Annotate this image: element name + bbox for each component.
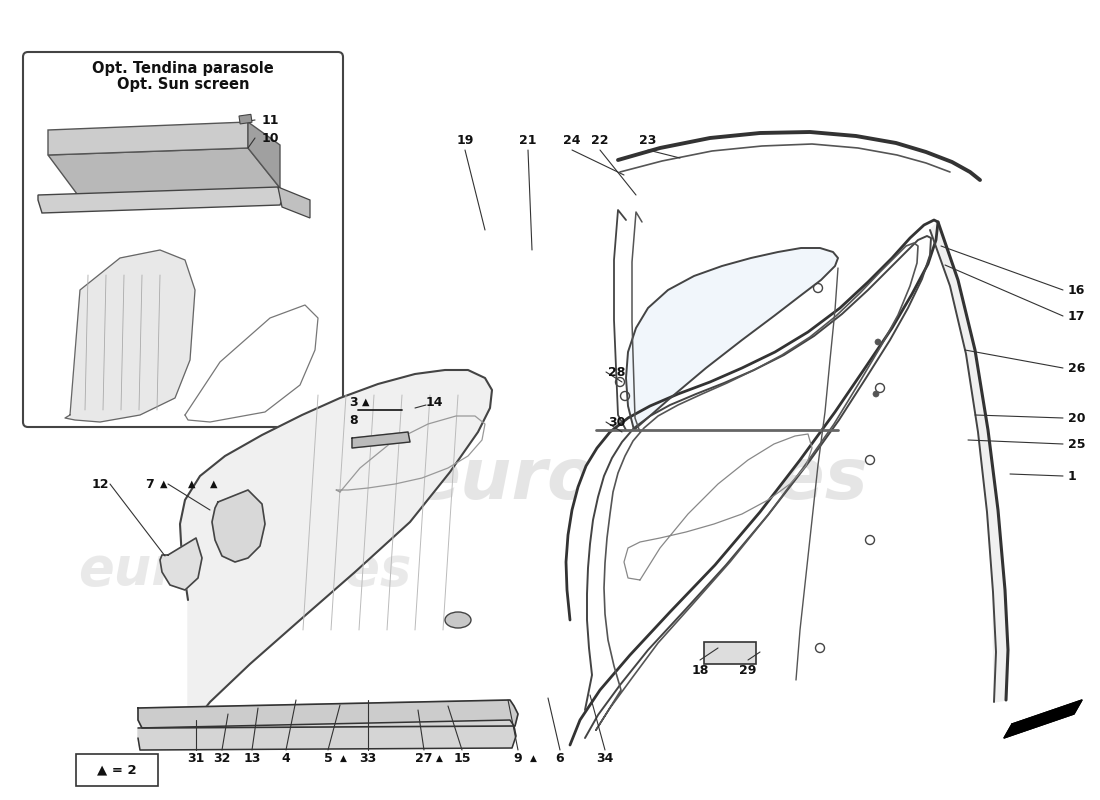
Polygon shape bbox=[352, 432, 410, 448]
Text: ▲: ▲ bbox=[340, 754, 346, 762]
Text: 20: 20 bbox=[1068, 411, 1086, 425]
Text: 16: 16 bbox=[1068, 283, 1086, 297]
Text: 24: 24 bbox=[563, 134, 581, 146]
Text: ▲: ▲ bbox=[530, 754, 537, 762]
FancyBboxPatch shape bbox=[23, 52, 343, 427]
Polygon shape bbox=[930, 222, 1008, 702]
Text: 12: 12 bbox=[91, 478, 109, 490]
Text: Opt. Sun screen: Opt. Sun screen bbox=[117, 77, 250, 91]
Text: ▲: ▲ bbox=[188, 479, 196, 489]
Text: Opt. Tendina parasole: Opt. Tendina parasole bbox=[92, 61, 274, 75]
Polygon shape bbox=[65, 250, 195, 422]
Polygon shape bbox=[626, 248, 838, 430]
Text: 25: 25 bbox=[1068, 438, 1086, 450]
Polygon shape bbox=[48, 148, 280, 198]
Text: 30: 30 bbox=[608, 415, 626, 429]
Polygon shape bbox=[1004, 700, 1082, 738]
Text: 1: 1 bbox=[1068, 470, 1077, 482]
Text: 7: 7 bbox=[145, 478, 154, 490]
Text: ▲: ▲ bbox=[436, 754, 443, 762]
Text: 33: 33 bbox=[360, 751, 376, 765]
Text: 4: 4 bbox=[282, 751, 290, 765]
Polygon shape bbox=[138, 700, 518, 728]
Text: 15: 15 bbox=[453, 751, 471, 765]
Text: 31: 31 bbox=[187, 751, 205, 765]
Text: 11: 11 bbox=[262, 114, 278, 126]
Text: ▲: ▲ bbox=[210, 479, 218, 489]
Text: 8: 8 bbox=[350, 414, 358, 426]
Text: 9: 9 bbox=[514, 751, 522, 765]
Polygon shape bbox=[566, 220, 938, 745]
FancyBboxPatch shape bbox=[76, 754, 158, 786]
Text: 29: 29 bbox=[739, 663, 757, 677]
Text: 17: 17 bbox=[1068, 310, 1086, 322]
Text: 27: 27 bbox=[416, 751, 432, 765]
Text: eurospares: eurospares bbox=[78, 544, 411, 596]
Polygon shape bbox=[248, 122, 280, 188]
Polygon shape bbox=[39, 187, 282, 213]
Text: 34: 34 bbox=[596, 751, 614, 765]
Text: 5: 5 bbox=[323, 751, 332, 765]
Polygon shape bbox=[48, 122, 248, 155]
Text: 28: 28 bbox=[608, 366, 626, 378]
Circle shape bbox=[874, 339, 881, 345]
Text: 14: 14 bbox=[426, 395, 443, 409]
Text: 19: 19 bbox=[456, 134, 474, 146]
Polygon shape bbox=[180, 370, 492, 730]
Text: 3: 3 bbox=[350, 395, 358, 409]
Text: ▲: ▲ bbox=[362, 397, 370, 407]
Text: 6: 6 bbox=[556, 751, 564, 765]
Text: ▲: ▲ bbox=[160, 479, 167, 489]
Text: 13: 13 bbox=[243, 751, 261, 765]
Text: 32: 32 bbox=[213, 751, 231, 765]
Ellipse shape bbox=[446, 612, 471, 628]
Text: 23: 23 bbox=[639, 134, 657, 146]
Text: 26: 26 bbox=[1068, 362, 1086, 374]
Text: eurospares: eurospares bbox=[411, 446, 868, 514]
Polygon shape bbox=[212, 490, 265, 562]
Bar bbox=[239, 114, 252, 124]
Bar bbox=[704, 642, 756, 664]
Text: 10: 10 bbox=[262, 131, 278, 145]
Polygon shape bbox=[160, 538, 202, 590]
Circle shape bbox=[873, 391, 879, 397]
Text: 18: 18 bbox=[691, 663, 708, 677]
Text: ▲ = 2: ▲ = 2 bbox=[97, 763, 136, 777]
Polygon shape bbox=[138, 720, 516, 750]
Polygon shape bbox=[278, 187, 310, 218]
Text: 21: 21 bbox=[519, 134, 537, 146]
Text: 22: 22 bbox=[592, 134, 608, 146]
